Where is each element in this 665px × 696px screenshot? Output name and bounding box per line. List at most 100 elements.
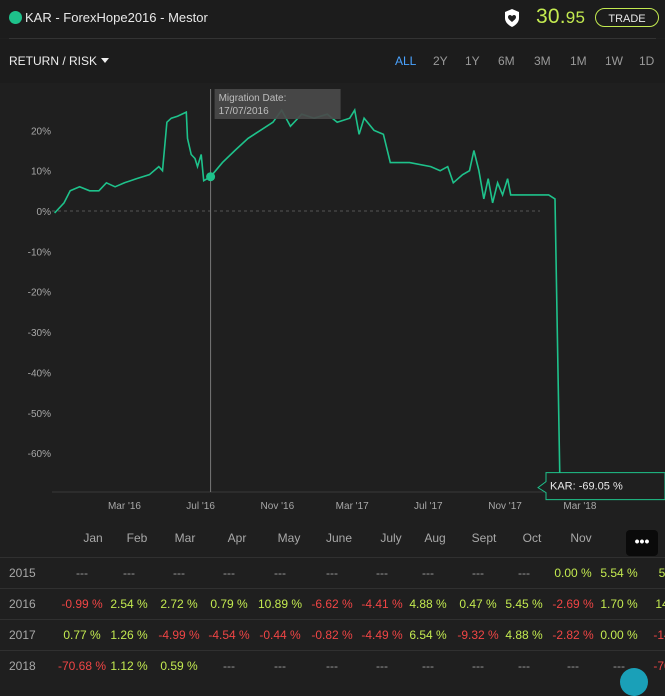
month-return-cell: -70 [653,659,665,673]
month-header: May [277,531,301,545]
x-tick-label: Jul '16 [186,501,215,512]
month-return-cell: -2.69 % [552,597,594,611]
month-return-cell: --- [613,659,625,673]
month-return-cell: --- [76,566,88,580]
more-options-button[interactable]: ••• [626,530,658,556]
month-return-cell: --- [472,566,484,580]
return-risk-label: RETURN / RISK [9,54,98,68]
header-divider [9,38,656,39]
migration-tooltip-date: 17/07/2016 [219,106,269,117]
month-header: June [325,531,353,545]
month-return-cell: --- [567,659,579,673]
range-6m[interactable]: 6M [498,54,515,68]
x-tick-label: Mar '18 [563,501,596,512]
range-2y[interactable]: 2Y [433,54,448,68]
month-return-cell: 2.54 % [110,597,148,611]
month-return-cell: -4.99 % [158,628,200,642]
month-header: Aug [424,531,446,545]
month-return-cell: -6.62 % [311,597,353,611]
y-tick-label: -30% [28,328,51,339]
month-return-cell: -2.82 % [552,628,594,642]
month-return-cell: -0.44 % [259,628,301,642]
month-return-cell: 5.54 % [600,566,638,580]
month-header: Jan [83,531,103,545]
month-return-cell: -9.32 % [457,628,499,642]
month-return-cell: -0.99 % [61,597,103,611]
month-return-cell: 2.72 % [160,597,198,611]
table-row: 2017 0.77 % 1.26 % -4.99 % -4.54 % -0.44 % -0.… [0,619,665,651]
y-tick-label: 0% [37,207,52,218]
range-3m[interactable]: 3M [534,54,551,68]
range-1d[interactable]: 1D [639,54,655,68]
y-tick-label: -10% [28,247,51,258]
chat-launcher-button[interactable] [620,668,648,696]
month-return-cell: 10.89 % [257,597,303,611]
risk-score-dec: 95 [565,8,586,27]
month-return-cell: 5.45 % [505,597,543,611]
caret-down-icon [101,58,110,63]
shield-heart-icon[interactable] [502,8,522,28]
plot-area: Migration Date: 17/07/2016 KAR: -69.05 % [54,89,665,501]
x-tick-label: Mar '17 [336,501,369,512]
month-return-cell: 4.88 % [409,597,447,611]
month-return-cell: --- [223,659,235,673]
month-header: July [380,531,402,545]
month-return-cell: -70.68 % [57,659,107,673]
month-return-cell: 14 [655,597,665,611]
table-row: 2015 --- --- --- --- --- --- --- --- --- --- 0.00 %… [0,557,665,589]
month-return-cell: --- [518,659,530,673]
month-return-cell: --- [223,566,235,580]
month-return-cell: 1.12 % [110,659,148,673]
month-return-cell: --- [326,566,338,580]
y-tick-label: 10% [31,167,51,178]
month-header: Mar [174,531,196,545]
y-tick-label: 20% [31,126,51,137]
range-1m[interactable]: 1M [570,54,587,68]
migration-marker [206,172,216,182]
y-tick-label: -60% [28,449,51,460]
range-all[interactable]: ALL [395,54,417,68]
risk-score-int: 30. [536,5,566,28]
month-return-cell: -14 [653,628,665,642]
header-bar [0,0,665,38]
status-dot [9,11,22,24]
month-return-cell: -0.82 % [311,628,353,642]
month-return-cell: 0.00 % [554,566,592,580]
month-return-cell: -4.49 % [361,628,403,642]
month-return-cell: 0.59 % [160,659,198,673]
range-1w[interactable]: 1W [605,54,623,68]
x-tick-label: Jul '17 [414,501,443,512]
month-header: Sept [471,531,497,545]
trade-button[interactable]: TRADE [595,8,659,27]
month-return-cell: 0.79 % [210,597,248,611]
month-return-cell: --- [173,566,185,580]
y-tick-label: -20% [28,288,51,299]
toolbar [0,39,665,83]
year-label: 2018 [9,659,36,673]
month-header: Oct [522,531,542,545]
month-return-cell: --- [422,566,434,580]
x-tick-label: Nov '17 [488,501,522,512]
x-tick-label: Nov '16 [261,501,295,512]
migration-tooltip-label: Migration Date: [219,93,287,104]
month-return-cell: --- [376,566,388,580]
month-return-cell: --- [123,566,135,580]
month-return-cell: -4.41 % [361,597,403,611]
month-return-cell: --- [472,659,484,673]
month-return-cell: 6.54 % [409,628,447,642]
month-return-cell: 1.26 % [110,628,148,642]
range-1y[interactable]: 1Y [465,54,480,68]
table-row: 2016 -0.99 % 2.54 % 2.72 % 0.79 % 10.89 % -6.6… [0,588,665,620]
y-axis: 20% 10% 0% -10% -20% -30% -40% -50% -60% [28,126,540,460]
year-label: 2015 [9,566,36,580]
month-return-cell: -4.54 % [208,628,250,642]
return-chart: 20% 10% 0% -10% -20% -30% -40% -50% -60% Mar '16… [0,83,665,523]
month-return-cell: 1.70 % [600,597,638,611]
end-value-label: KAR: -69.05 % [550,481,623,493]
month-return-cell: 0.77 % [63,628,101,642]
month-return-cell: 0.00 % [600,628,638,642]
month-return-cell: --- [274,566,286,580]
month-return-cell: 0.47 % [459,597,497,611]
return-risk-dropdown[interactable]: RETURN / RISK [9,54,110,68]
month-return-cell: 5 [658,566,665,580]
